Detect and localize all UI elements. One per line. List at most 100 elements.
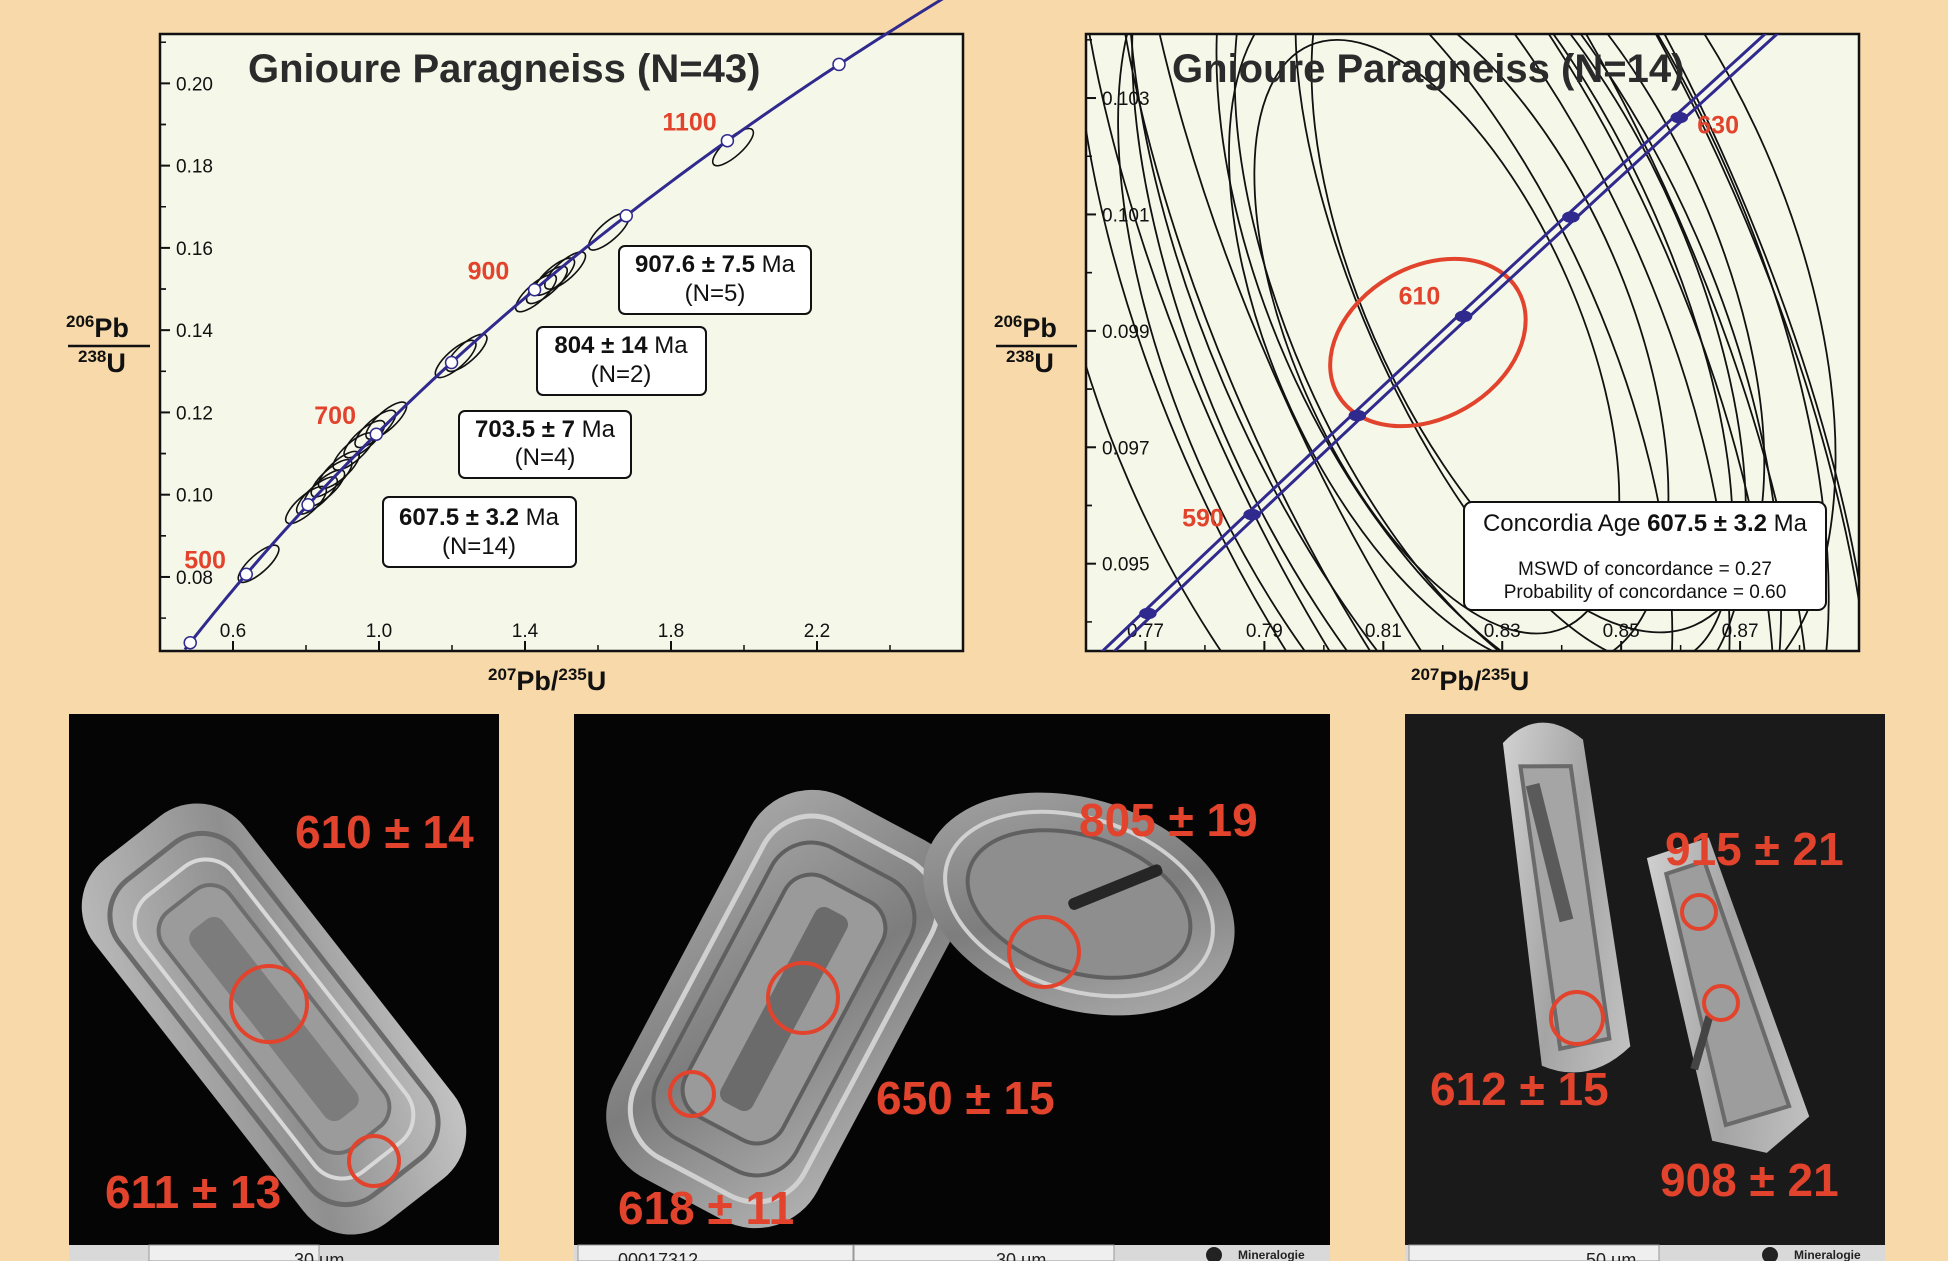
x-tick-label: 1.8: [658, 621, 684, 642]
x-tick-label: 0.83: [1484, 621, 1521, 642]
error-ellipse: [1109, 34, 1812, 651]
concordia-age-marker: [1348, 409, 1367, 422]
error-ellipse: [1117, 34, 1674, 651]
spot-age-label: 915 ± 21: [1665, 823, 1844, 875]
x-tick-label: 2.2: [804, 621, 830, 642]
scale-bar-label: 50 μm: [1586, 1250, 1636, 1261]
analysis-spot: [1007, 915, 1081, 989]
concordia-age-label: 900: [468, 258, 510, 286]
error-ellipse: [1086, 34, 1776, 651]
sample-id: 00017312: [618, 1250, 698, 1261]
mineralogie-logo-icon: [1206, 1247, 1222, 1261]
spot-age-label: 611 ± 13: [105, 1166, 281, 1218]
concordia-age-box: Concordia Age 607.5 ± 3.2 Ma MSWD of con…: [1463, 501, 1827, 611]
spot-age-label: 612 ± 15: [1430, 1063, 1609, 1115]
y-tick-label: 0.097: [1102, 438, 1150, 459]
x-tick-label: 0.77: [1127, 621, 1164, 642]
x-tick-label: 0.79: [1246, 621, 1283, 642]
svg-text:(N=2): (N=2): [591, 361, 652, 388]
svg-text:607.5 ± 3.2 Ma: 607.5 ± 3.2 Ma: [399, 504, 560, 531]
mineralogie-logo-icon: [1762, 1247, 1778, 1261]
spot-age-label: 908 ± 21: [1660, 1154, 1839, 1206]
concordia-plot-all: 0.08 0.10 0.12 0.14 0.16 0.18 0.20 0.6 1.0 1.4 1.8…: [66, 0, 965, 696]
error-ellipse: [1233, 34, 1747, 651]
scale-bar-label: 30 μm: [294, 1250, 344, 1261]
y-tick-label: 0.103: [1102, 89, 1150, 110]
svg-text:(N=4): (N=4): [515, 444, 576, 471]
spot-age-label: 610 ± 14: [295, 806, 474, 858]
x-axis-label: 207Pb/235U: [1411, 665, 1529, 696]
concordia-age-label: 610: [1399, 282, 1441, 310]
error-ellipse: [1253, 38, 1621, 635]
age-box-703: 703.5 ± 7 Ma (N=4): [458, 410, 632, 479]
error-ellipse: [1086, 34, 1782, 651]
svg-text:703.5 ± 7 Ma: 703.5 ± 7 Ma: [475, 416, 616, 443]
y-axis-label: 206Pb 238U: [66, 312, 150, 378]
y-tick-label: 0.099: [1102, 322, 1150, 343]
logo-text: Mineralogie: [1794, 1248, 1861, 1261]
svg-text:206Pb: 206Pb: [66, 312, 129, 343]
y-tick-label: 0.10: [176, 486, 213, 507]
y-tick-label: 0.20: [176, 74, 213, 95]
y-tick-label: 0.12: [176, 403, 213, 424]
y-tick-label: 0.16: [176, 239, 213, 260]
y-tick-label: 0.14: [176, 321, 213, 342]
svg-text:Probability of concordance = 0: Probability of concordance = 0.60: [1504, 582, 1787, 603]
spot-age-label: 650 ± 15: [876, 1072, 1055, 1124]
concordia-age-marker: [720, 133, 735, 148]
svg-text:206Pb: 206Pb: [994, 312, 1057, 343]
x-tick-label: 1.4: [512, 621, 539, 642]
logo-text: Mineralogie: [1238, 1248, 1305, 1261]
concordia-age-marker: [301, 498, 315, 512]
x-tick-label: 1.0: [366, 621, 392, 642]
concordia-age-marker: [1139, 607, 1157, 620]
concordia-age-marker: [1454, 310, 1473, 323]
error-ellipse: [1294, 34, 1734, 651]
error-ellipse: [343, 419, 386, 459]
x-axis-label: 207Pb/235U: [488, 665, 606, 696]
error-ellipse: [1086, 34, 1859, 651]
concordia-age-label: 630: [1697, 112, 1739, 140]
x-tick-label: 0.85: [1603, 621, 1640, 642]
concordia-age-marker: [619, 209, 634, 223]
spot-age-label: 805 ± 19: [1079, 794, 1258, 846]
y-tick-label: 0.095: [1102, 555, 1150, 576]
concordia-age-label: 500: [184, 546, 226, 574]
svg-text:(N=14): (N=14): [442, 533, 516, 560]
zircon-grain: [606, 789, 962, 1229]
zircon-cl-image-2: 805 ± 19 650 ± 15 618 ± 11 00017312 30 μ…: [574, 714, 1330, 1261]
analysis-spot: [668, 1070, 716, 1118]
error-ellipse: [1129, 34, 1859, 651]
concordia-age-marker: [832, 57, 846, 72]
concordia-curve: [183, 0, 944, 651]
highlight-ellipse: [1328, 256, 1528, 429]
concordia-age-label: 700: [314, 402, 356, 430]
error-ellipse: [1215, 34, 1837, 651]
svg-text:907.6 ± 7.5 Ma: 907.6 ± 7.5 Ma: [635, 251, 796, 278]
svg-text:238U: 238U: [1006, 347, 1054, 378]
x-tick-label: 0.87: [1722, 621, 1759, 642]
svg-text:Concordia Age 607.5 ± 3.2 Ma: Concordia Age 607.5 ± 3.2 Ma: [1483, 510, 1808, 537]
concordia-age-label: 1100: [662, 109, 716, 137]
age-box-907: 907.6 ± 7.5 Ma (N=5): [618, 245, 812, 315]
y-axis-label: 206Pb 238U: [994, 312, 1077, 378]
error-ellipse: [365, 401, 408, 441]
x-tick-label: 0.6: [220, 621, 246, 642]
concordia-age-marker: [183, 635, 197, 650]
svg-text:804 ± 14 Ma: 804 ± 14 Ma: [554, 332, 688, 359]
concordia-age-marker: [444, 355, 459, 370]
concordia-age-marker: [239, 567, 253, 582]
spot-age-label: 618 ± 11: [618, 1182, 794, 1234]
concordia-age-marker: [369, 427, 384, 441]
age-box-607: 607.5 ± 3.2 Ma (N=14): [382, 496, 577, 568]
analysis-spot: [347, 1134, 401, 1188]
zircon-grain: [1502, 722, 1631, 1073]
error-ellipse: [544, 251, 587, 290]
analysis-spot: [766, 961, 840, 1035]
zircon-cl-image-1: 610 ± 14 611 ± 13 30 μm: [69, 714, 499, 1261]
concordia-age-marker: [1670, 111, 1689, 124]
error-ellipse: [1310, 34, 1766, 634]
y-tick-label: 0.08: [176, 568, 213, 589]
y-tick-label: 0.18: [176, 157, 213, 178]
